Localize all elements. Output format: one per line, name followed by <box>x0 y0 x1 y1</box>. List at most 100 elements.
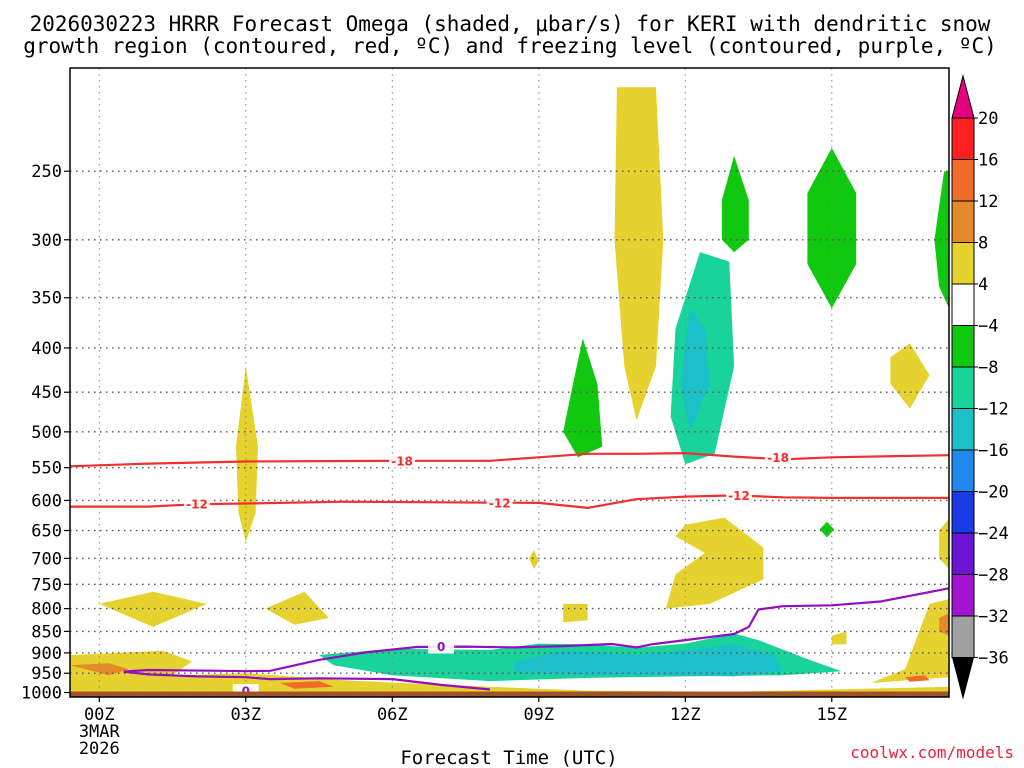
x-tick-label: 03Z <box>230 705 261 725</box>
colorbar-label: −8 <box>978 358 998 378</box>
omega-neg-plume-10z <box>563 338 603 458</box>
y-tick-label: 700 <box>31 549 62 569</box>
omega-pos-surface-core-16z <box>905 675 930 682</box>
omega-neg-cell-17z <box>934 171 949 309</box>
omega-pos-east-mid <box>939 518 949 569</box>
colorbar-label: 16 <box>978 151 998 171</box>
y-tick-label: 550 <box>31 459 62 479</box>
omega-shading <box>70 87 949 697</box>
contour-label: 0 <box>242 685 250 699</box>
y-tick-label: 650 <box>31 522 62 542</box>
colorbar-label: −16 <box>978 441 1009 461</box>
colorbar-label: −4 <box>978 317 998 337</box>
omega-neg-plume-12z-core <box>680 308 710 432</box>
omega-neg-cell-13z <box>721 155 749 253</box>
y-tick-label: 1000 <box>21 684 62 704</box>
x-tick-date: 3MAR <box>79 722 121 742</box>
contour-label-bg <box>486 495 513 510</box>
colorbar-segment <box>951 449 975 492</box>
omega-pos-dot-09z <box>529 550 539 569</box>
colorbar-segment <box>951 159 975 202</box>
colorbar-label: −24 <box>978 524 1009 544</box>
omega-pos-surface-core-04z <box>280 681 334 689</box>
colorbar-top-arrow <box>951 74 975 119</box>
y-tick-label: 350 <box>31 289 62 309</box>
freezing-level-contour-lower <box>123 670 491 691</box>
x-tick-label: 15Z <box>816 705 847 725</box>
y-tick-label: 850 <box>31 622 62 642</box>
contour-label: -18 <box>391 454 413 468</box>
colorbar-label: −12 <box>978 400 1009 420</box>
omega-pos-cell-01z <box>99 591 207 627</box>
y-tick-label: 800 <box>31 600 62 620</box>
omega-pos-cell-04z <box>265 591 329 625</box>
omega-neg-dot-15z <box>819 521 835 538</box>
contour-minus18 <box>69 452 950 468</box>
temperature-contours: -18 -18 -12 -12 -12 0 0 <box>69 450 950 699</box>
colorbar-label: 4 <box>978 275 988 295</box>
colorbar-label: 20 <box>978 109 998 129</box>
x-tick-label: 12Z <box>670 705 701 725</box>
colorbar-segment <box>951 200 975 243</box>
contour-label: -12 <box>489 496 511 510</box>
y-tick-label: 600 <box>31 491 62 511</box>
x-axis-label: Forecast Time (UTC) <box>400 747 617 768</box>
y-tick-label: 450 <box>31 383 62 403</box>
omega-pos-plume-03z <box>236 366 258 542</box>
omega-pos-plume-11z <box>614 87 664 421</box>
x-tick-label: 06Z <box>377 705 408 725</box>
colorbar-segment <box>951 491 975 534</box>
colorbar-label: 8 <box>978 234 988 254</box>
gridlines <box>70 68 949 697</box>
colorbar-label: −20 <box>978 483 1009 503</box>
contour-label: -18 <box>767 451 789 465</box>
ground-fill <box>70 691 949 697</box>
omega-neg-low-core <box>514 644 783 677</box>
colorbar-segment <box>951 615 975 658</box>
colorbar-bottom-arrow <box>952 657 974 700</box>
chart-title-line1: 2026030223 HRRR Forecast Omega (shaded, … <box>30 12 991 36</box>
omega-pos-cell-16z <box>890 343 930 409</box>
contour-label-bg <box>428 639 455 654</box>
colorbar-segment <box>951 283 975 326</box>
contour-label-bg <box>183 497 210 512</box>
omega-pos-cell-10z <box>563 603 588 623</box>
y-tick-label: 400 <box>31 339 62 359</box>
plot-area <box>70 87 949 697</box>
colorbar-label: −28 <box>978 566 1009 586</box>
colorbar: 20 16 12 8 4 −4 −8 −12 −16 −20 −24 −28 −32 −36 <box>951 74 1009 700</box>
y-tick-label: 300 <box>31 231 62 251</box>
x-tick-label: 09Z <box>523 705 554 725</box>
omega-pos-dot-15z <box>831 631 847 645</box>
colorbar-segment <box>951 574 975 617</box>
colorbar-label: 12 <box>978 192 998 212</box>
y-tick-label: 250 <box>31 162 62 182</box>
contour-label: -12 <box>186 498 208 512</box>
y-tick-label: 950 <box>31 664 62 684</box>
omega-pos-east-edge <box>870 599 949 683</box>
omega-pos-east-core <box>939 613 949 636</box>
contour-label-bg <box>726 488 753 503</box>
x-tick-label: 00Z <box>84 705 115 725</box>
colorbar-segment <box>951 408 975 451</box>
omega-neg-cell-15z <box>807 147 857 309</box>
ground-layer <box>70 691 949 697</box>
credit-link[interactable]: coolwx.com/models <box>850 743 1014 762</box>
x-tick-year: 2026 <box>79 739 120 759</box>
contour-label-bg <box>765 450 792 465</box>
contour-label-bg <box>389 453 416 468</box>
y-tick-label: 500 <box>31 423 62 443</box>
contour-label: 0 <box>437 640 445 654</box>
colorbar-segment <box>951 366 975 409</box>
y-tick-label: 750 <box>31 575 62 595</box>
colorbar-label: −32 <box>978 607 1009 627</box>
colorbar-segment <box>951 117 975 160</box>
contour-label: -12 <box>728 489 750 503</box>
plot-frame <box>69 67 950 698</box>
colorbar-segment <box>951 532 975 575</box>
chart-title-line2: growth region (contoured, red, ºC) and f… <box>23 34 997 58</box>
colorbar-segment <box>951 325 975 368</box>
